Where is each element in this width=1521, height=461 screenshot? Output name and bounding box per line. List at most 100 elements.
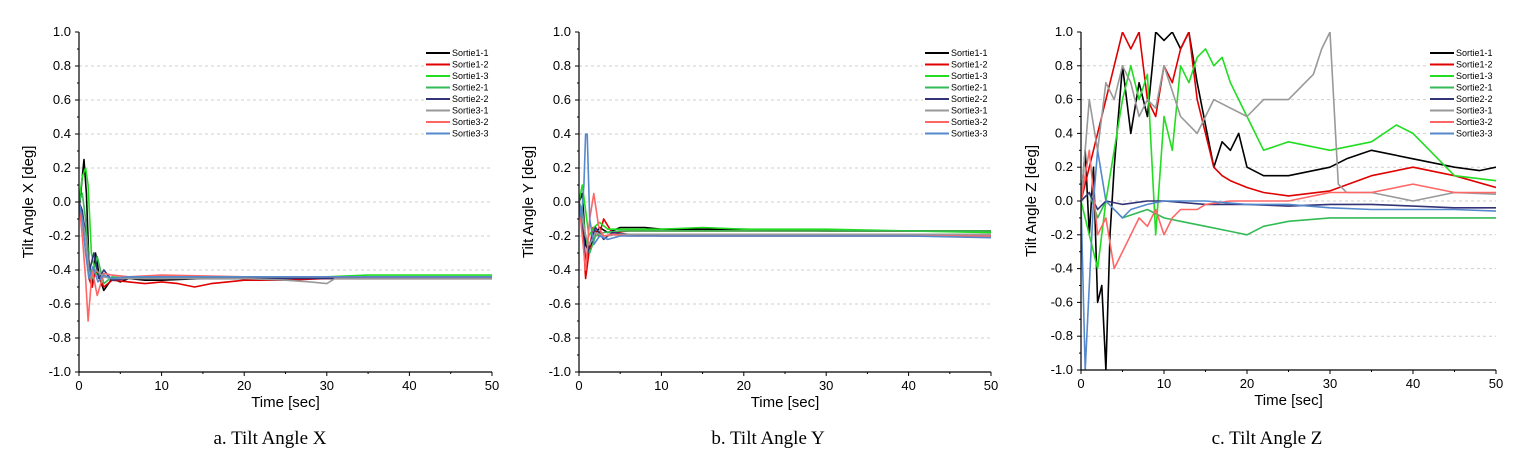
series-line-sortie1-1 — [79, 158, 492, 292]
series-group — [79, 158, 492, 322]
series-line-sortie1-2 — [79, 201, 492, 288]
series-line-sortie1-2 — [579, 201, 991, 280]
x-tick-label: 10 — [654, 378, 668, 393]
y-tick-label: -0.2 — [1051, 227, 1073, 242]
legend-label: Sortie2-2 — [1456, 94, 1493, 104]
y-tick-label: 0.4 — [53, 126, 71, 141]
y-tick-label: 1.0 — [1055, 24, 1073, 39]
legend-background — [424, 46, 492, 142]
x-tick-label: 40 — [402, 378, 416, 393]
chart-caption: c. Tilt Angle Z — [1212, 428, 1323, 449]
x-tick-label: 0 — [75, 378, 82, 393]
legend-label: Sortie1-1 — [452, 48, 489, 58]
series-line-sortie3-1 — [1081, 32, 1496, 202]
chart-panel-2: 1.0 0.8 0.6 0.4 0.2 0.0 -0.2 -0.4 -0.6 -0.8 -1.0 0 1… — [520, 24, 998, 449]
y-tick-label: -0.6 — [49, 296, 71, 311]
y-axis-label: Tilt Angle X [deg] — [20, 146, 37, 259]
y-tick-label: -0.6 — [1051, 294, 1073, 309]
legend-label: Sortie2-1 — [1456, 83, 1493, 93]
legend-label: Sortie1-2 — [452, 60, 489, 70]
y-tick-label: 0.0 — [1055, 193, 1073, 208]
legend-label: Sortie1-3 — [951, 71, 988, 81]
legend-label: Sortie3-2 — [951, 117, 988, 127]
series-line-sortie1-3 — [579, 184, 991, 237]
legend-label: Sortie3-1 — [951, 106, 988, 116]
series-group — [1081, 32, 1496, 370]
series-line-sortie3-2 — [79, 201, 492, 322]
x-tick-label: 20 — [737, 378, 751, 393]
legend-label: Sortie2-1 — [951, 83, 988, 93]
y-tick-label: 1.0 — [53, 24, 71, 39]
x-tick-label: 10 — [154, 378, 168, 393]
y-tick-label: 0.8 — [53, 58, 71, 73]
legend: Sortie1-1Sortie1-2Sortie1-3Sortie2-1Sort… — [923, 46, 991, 142]
y-tick-label: 0.0 — [553, 194, 571, 209]
y-tick-label: 0.4 — [1055, 125, 1073, 140]
y-tick-label: 0.4 — [553, 126, 571, 141]
y-tick-label: -0.4 — [549, 262, 571, 277]
legend-background — [1428, 46, 1496, 142]
series-line-sortie3-3 — [1081, 149, 1496, 370]
y-tick-label: -0.8 — [1051, 328, 1073, 343]
y-tick-label: -0.4 — [1051, 261, 1073, 276]
series-line-sortie3-1 — [579, 201, 991, 246]
legend-label: Sortie3-1 — [452, 106, 489, 116]
x-tick-label: 20 — [237, 378, 251, 393]
series-line-sortie2-1 — [1081, 191, 1496, 236]
legend-label: Sortie3-2 — [452, 117, 489, 127]
legend-background — [923, 46, 991, 142]
series-line-sortie1-3 — [79, 167, 492, 280]
legend-label: Sortie3-1 — [1456, 106, 1493, 116]
series-line-sortie2-2 — [79, 201, 492, 282]
legend-label: Sortie2-2 — [951, 94, 988, 104]
series-line-sortie3-3 — [579, 133, 991, 246]
y-tick-label: -0.6 — [549, 296, 571, 311]
legend: Sortie1-1Sortie1-2Sortie1-3Sortie2-1Sort… — [1428, 46, 1496, 142]
legend-label: Sortie3-3 — [951, 129, 988, 139]
y-tick-label: 0.2 — [553, 160, 571, 175]
chart-caption: a. Tilt Angle X — [214, 428, 327, 449]
x-tick-label: 50 — [485, 378, 499, 393]
y-tick-label: 0.8 — [1055, 58, 1073, 73]
legend-label: Sortie1-2 — [1456, 60, 1493, 70]
x-tick-label: 20 — [1240, 376, 1254, 391]
x-tick-label: 30 — [1323, 376, 1337, 391]
legend-label: Sortie2-1 — [452, 83, 489, 93]
y-tick-label: -1.0 — [549, 364, 571, 379]
series-line-sortie1-2 — [1081, 32, 1496, 202]
y-axis-label: Tilt Angle Y [deg] — [520, 146, 537, 258]
x-tick-label: 0 — [1077, 376, 1084, 391]
x-tick-label: 50 — [1489, 376, 1503, 391]
legend-label: Sortie3-3 — [1456, 129, 1493, 139]
x-tick-label: 40 — [901, 378, 915, 393]
chart-panel-3: 1.0 0.8 0.6 0.4 0.2 0.0 -0.2 -0.4 -0.6 -0.8 -1.0 0 1… — [1023, 24, 1503, 449]
series-group — [579, 133, 991, 280]
legend-label: Sortie1-2 — [951, 60, 988, 70]
y-tick-label: 0.2 — [53, 160, 71, 175]
y-axis-label: Tilt Angle Z [deg] — [1023, 145, 1040, 257]
chart-caption: b. Tilt Angle Y — [711, 428, 825, 449]
x-tick-label: 10 — [1157, 376, 1171, 391]
legend-label: Sortie1-1 — [1456, 48, 1493, 58]
legend-label: Sortie2-2 — [452, 94, 489, 104]
y-tick-label: 0.6 — [1055, 92, 1073, 107]
y-tick-label: -0.2 — [549, 228, 571, 243]
y-tick-label: -1.0 — [49, 364, 71, 379]
y-tick-label: -1.0 — [1051, 362, 1073, 377]
y-tick-label: 0.0 — [53, 194, 71, 209]
y-tick-label: 0.6 — [53, 92, 71, 107]
series-line-sortie3-1 — [79, 201, 492, 285]
y-tick-label: 0.8 — [553, 58, 571, 73]
y-tick-label: 1.0 — [553, 24, 571, 39]
legend-label: Sortie3-3 — [452, 129, 489, 139]
legend-label: Sortie3-2 — [1456, 117, 1493, 127]
y-tick-label: -0.8 — [549, 330, 571, 345]
legend-label: Sortie1-3 — [452, 71, 489, 81]
x-tick-label: 40 — [1406, 376, 1420, 391]
legend-label: Sortie1-3 — [1456, 71, 1493, 81]
x-axis-label: Time [sec] — [251, 394, 320, 411]
series-line-sortie3-2 — [1081, 149, 1496, 270]
series-line-sortie3-3 — [79, 201, 492, 283]
y-tick-label: -0.8 — [49, 330, 71, 345]
